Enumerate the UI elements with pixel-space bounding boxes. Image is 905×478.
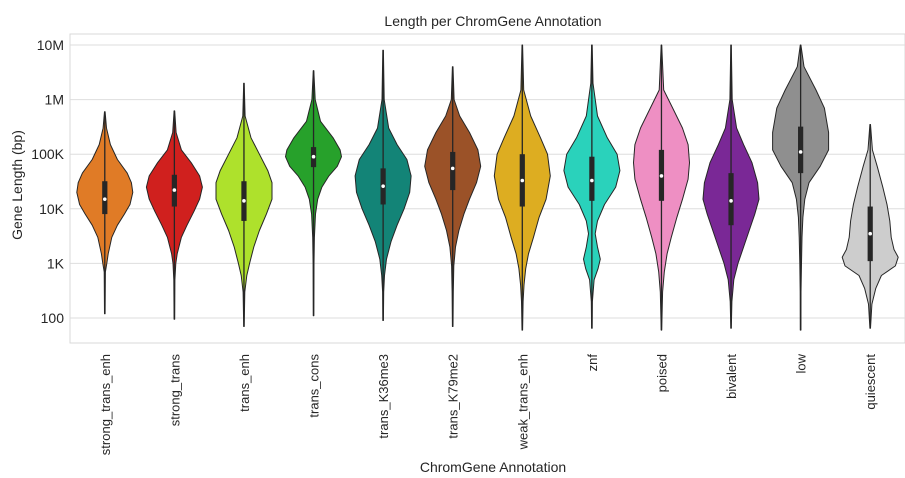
violin-trans-K36me3 [354, 49, 412, 321]
violin-median-marker [520, 178, 525, 183]
gridlines [70, 44, 905, 319]
violin-median-marker [172, 188, 177, 192]
y-tick-label: 100 [41, 310, 65, 326]
violin-trans-cons [285, 70, 342, 317]
violin-strong-trans [145, 110, 203, 320]
violin-median-marker [102, 197, 107, 201]
x-tick-label: trans_cons [307, 354, 322, 418]
violin-weak-trans-enh [493, 44, 551, 331]
x-tick-label: strong_trans_enh [98, 354, 113, 455]
violin-low [772, 44, 830, 331]
violin-strong-trans-enh [76, 111, 134, 315]
violin-bivalent [702, 44, 760, 329]
violin-median-marker [590, 178, 594, 183]
x-tick-label: trans_enh [237, 354, 252, 412]
x-tick-label: znf [585, 354, 600, 372]
violin-median-marker [729, 199, 733, 203]
violins [76, 44, 899, 331]
x-tick-label: poised [655, 354, 670, 392]
y-tick-label: 100K [31, 146, 64, 162]
x-tick-label: low [794, 353, 809, 373]
y-axis-ticks: 100 1K 10K 100K 1M 10M [31, 37, 64, 326]
x-axis-label: ChromGene Annotation [420, 459, 566, 475]
x-tick-label: strong_trans [167, 354, 182, 427]
violin-znf [563, 44, 621, 329]
violin-iqr-box [798, 126, 804, 174]
x-tick-label: quiescent [863, 354, 878, 410]
violin-median-marker [450, 166, 455, 171]
y-tick-label: 1M [45, 92, 64, 108]
y-tick-label: 10M [37, 37, 64, 53]
violin-median-marker [311, 154, 316, 159]
violin-median-marker [242, 199, 246, 203]
violin-trans-enh [215, 82, 273, 327]
x-tick-label: bivalent [724, 354, 739, 399]
x-tick-label: weak_trans_enh [515, 354, 530, 450]
violin-median-marker [868, 231, 873, 236]
x-axis-ticks: strong_trans_enh strong_trans trans_enh tra… [98, 353, 878, 455]
violin-quiescent [841, 124, 899, 329]
violin-median-marker [659, 174, 664, 178]
x-tick-label: trans_K79me2 [446, 354, 461, 439]
plot-frame [69, 33, 905, 344]
violin-iqr-box [450, 151, 456, 191]
y-axis-label: Gene Length (bp) [9, 130, 25, 240]
chart-title: Length per ChromGene Annotation [384, 13, 601, 29]
violin-trans-K79me2 [424, 66, 482, 327]
violin-poised [633, 44, 690, 331]
y-tick-label: 1K [47, 255, 65, 271]
violin-median-marker [798, 150, 803, 154]
x-tick-label: trans_K36me3 [376, 354, 391, 439]
violin-median-marker [381, 184, 385, 188]
y-tick-label: 10K [39, 201, 65, 217]
